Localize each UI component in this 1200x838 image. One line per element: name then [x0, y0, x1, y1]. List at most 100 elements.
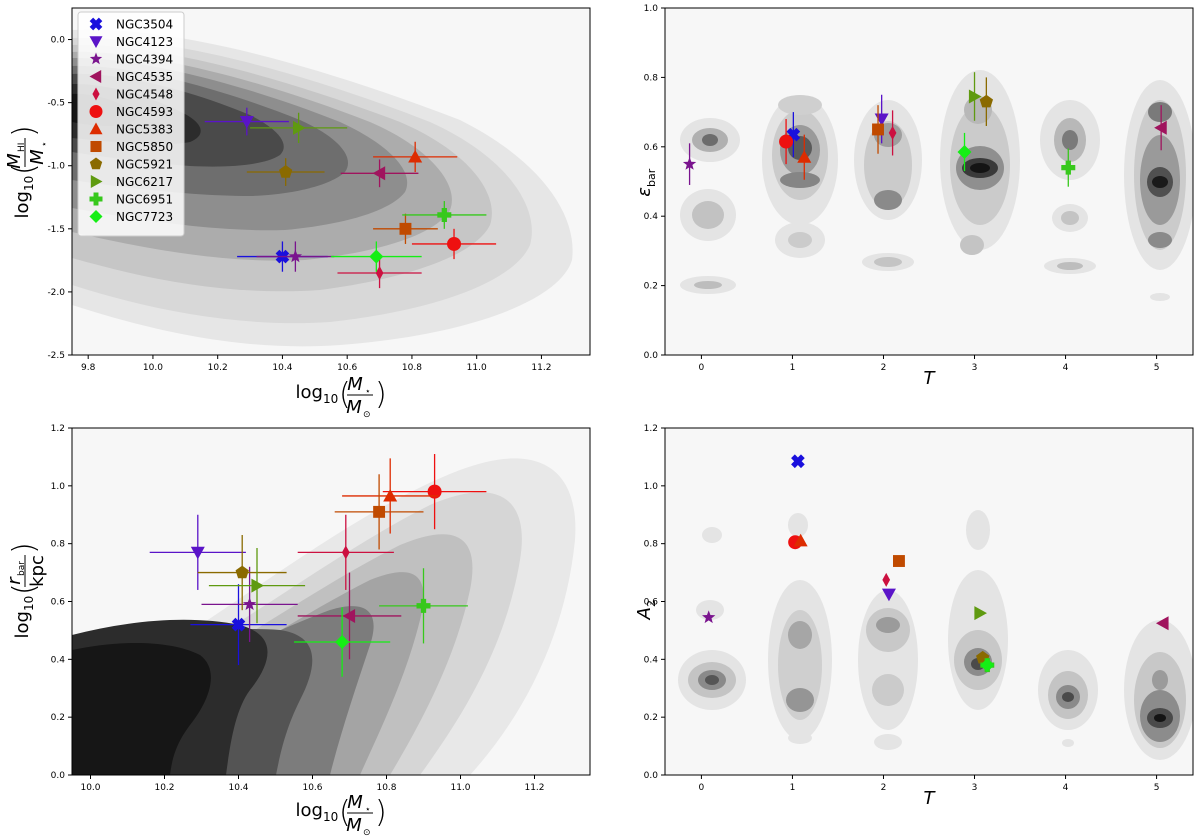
legend-entry-ngc4123: NGC4123 — [89, 35, 173, 49]
point-ngc6217 — [208, 548, 306, 624]
y-tick-label: 1.2 — [51, 424, 65, 434]
point-ngc6951 — [379, 568, 468, 644]
x-tick-label: 1 — [790, 783, 796, 793]
marker-ngc7723 — [335, 634, 350, 649]
legend-label: NGC4394 — [116, 53, 173, 67]
y-tick-label: 0.2 — [51, 713, 65, 723]
point-ngc4535 — [1155, 616, 1169, 631]
point-ngc4123 — [881, 588, 896, 602]
x-tick-label: 11.2 — [531, 363, 551, 373]
y-axis-label: log 10 ( r bar kpc ) — [4, 542, 48, 638]
x-tick-label: 10.8 — [402, 363, 422, 373]
svg-text:M: M — [346, 397, 362, 418]
svg-text:⊙: ⊙ — [363, 410, 371, 420]
point-ngc6217 — [250, 112, 348, 144]
point-ngc5850 — [872, 105, 884, 154]
svg-text:A: A — [634, 607, 655, 620]
panel-mass-gas: 9.8 10.0 10.2 10.4 10.6 10.8 11.0 11.2 -2.5 -2.0 -… — [4, 7, 591, 420]
x-tick-label: 4 — [1063, 783, 1069, 793]
data-points — [149, 454, 487, 677]
y-tick-label: 0.6 — [644, 143, 659, 153]
y-tick-label: 0.8 — [644, 73, 659, 83]
x-tick-label: 10.2 — [154, 783, 174, 793]
y-tick-label: 0.4 — [644, 655, 659, 665]
legend-entry-ngc5850: NGC5850 — [90, 140, 173, 154]
svg-text:): ) — [7, 542, 42, 554]
x-tick-label: 10.0 — [80, 783, 100, 793]
y-tick-label: 0.8 — [51, 540, 66, 550]
legend-entry-ngc6217: NGC6217 — [90, 175, 173, 189]
marker-ngc5850 — [893, 555, 905, 567]
svg-text:ε: ε — [634, 187, 655, 197]
x-tick-label: 11.0 — [467, 363, 487, 373]
y-tick-label: 1.0 — [51, 482, 66, 492]
axis-ticks: 9.8 10.0 10.2 10.4 10.6 10.8 11.0 11.2 -2.5 -2.0 -… — [47, 36, 551, 373]
x-tick-label: 1 — [790, 363, 796, 373]
point-ngc4548 — [297, 514, 394, 590]
marker-ngc7723 — [957, 145, 972, 160]
legend-marker-ngc7723 — [89, 210, 103, 223]
svg-text:M: M — [4, 153, 25, 169]
legend-entry-ngc4548: NGC4548 — [92, 87, 173, 102]
marker-ngc5383 — [408, 149, 423, 163]
legend-label: NGC7723 — [116, 210, 173, 224]
marker-ngc5921 — [279, 165, 293, 178]
legend-marker-ngc4593 — [89, 105, 103, 118]
x-tick-label: 3 — [972, 363, 978, 373]
legend-label: NGC5383 — [116, 123, 173, 137]
svg-text:bar: bar — [645, 168, 658, 187]
point-ngc4394 — [256, 241, 335, 272]
point-ngc4548 — [337, 257, 422, 289]
point-ngc5383 — [342, 458, 439, 534]
marker-ngc4548 — [882, 572, 891, 587]
svg-text:): ) — [375, 795, 387, 830]
x-tick-label: 9.8 — [81, 363, 96, 373]
x-tick-label: 0 — [699, 363, 705, 373]
y-tick-label: 0.0 — [644, 351, 659, 361]
point-ngc5383 — [793, 533, 808, 547]
x-tick-label: 10.2 — [208, 363, 228, 373]
point-ngc3504 — [791, 454, 805, 469]
x-tick-label: 2 — [881, 363, 887, 373]
svg-text:HI: HI — [17, 143, 27, 152]
marker-ngc4535 — [1155, 616, 1169, 631]
point-ngc4593 — [411, 228, 497, 260]
y-tick-label: -1.0 — [47, 162, 65, 172]
axis-ticks: 0 1 2 3 4 5 0.0 0.2 0.4 0.6 0.8 1.0 — [644, 4, 1160, 373]
legend-marker-ngc6951 — [89, 192, 103, 206]
legend-entry-ngc7723: NGC7723 — [89, 210, 173, 224]
marker-ngc6217 — [251, 578, 264, 593]
legend-marker-ngc5383 — [89, 122, 103, 135]
svg-text:M: M — [346, 815, 362, 836]
legend-marker-ngc3504 — [89, 17, 103, 31]
axis-ticks: 10.0 10.2 10.4 10.6 10.8 11.0 11.2 0.0 0.2 0.4 0.6… — [51, 424, 545, 793]
x-tick-label: 10.6 — [337, 363, 357, 373]
svg-text:10: 10 — [22, 176, 36, 191]
data-points — [204, 107, 497, 289]
y-tick-label: 0.8 — [644, 540, 659, 550]
point-ngc7723 — [294, 607, 391, 677]
svg-text:M: M — [347, 374, 363, 395]
marker-ngc5383 — [797, 150, 812, 163]
point-ngc4535 — [1154, 105, 1167, 151]
legend-entry-ngc4394: NGC4394 — [89, 52, 173, 67]
legend-entry-ngc4535: NGC4535 — [89, 70, 173, 84]
marker-ngc4123 — [239, 115, 254, 129]
legend-label: NGC4123 — [116, 35, 173, 49]
legend-marker-ngc4548 — [92, 87, 100, 101]
point-ngc6951 — [1061, 148, 1076, 187]
point-ngc5921 — [246, 158, 325, 186]
point-ngc5921 — [979, 77, 994, 126]
point-ngc6217 — [974, 606, 987, 621]
point-ngc4548 — [888, 110, 897, 156]
y-tick-label: 1.0 — [644, 482, 659, 492]
axis-ticks: 0 1 2 3 4 5 0.0 0.2 0.4 0.6 0.8 1.0 1.2 — [644, 424, 1160, 793]
x-axis-label: log 10 ( M ⋆ M ⊙ ) — [296, 792, 387, 838]
point-ngc4593 — [779, 119, 794, 165]
point-ngc5850 — [334, 474, 424, 550]
y-tick-label: -1.5 — [47, 225, 65, 235]
marker-ngc6951 — [437, 207, 452, 222]
marker-ngc4548 — [341, 545, 350, 560]
marker-ngc5850 — [399, 222, 412, 235]
svg-text:⋆: ⋆ — [365, 387, 371, 397]
